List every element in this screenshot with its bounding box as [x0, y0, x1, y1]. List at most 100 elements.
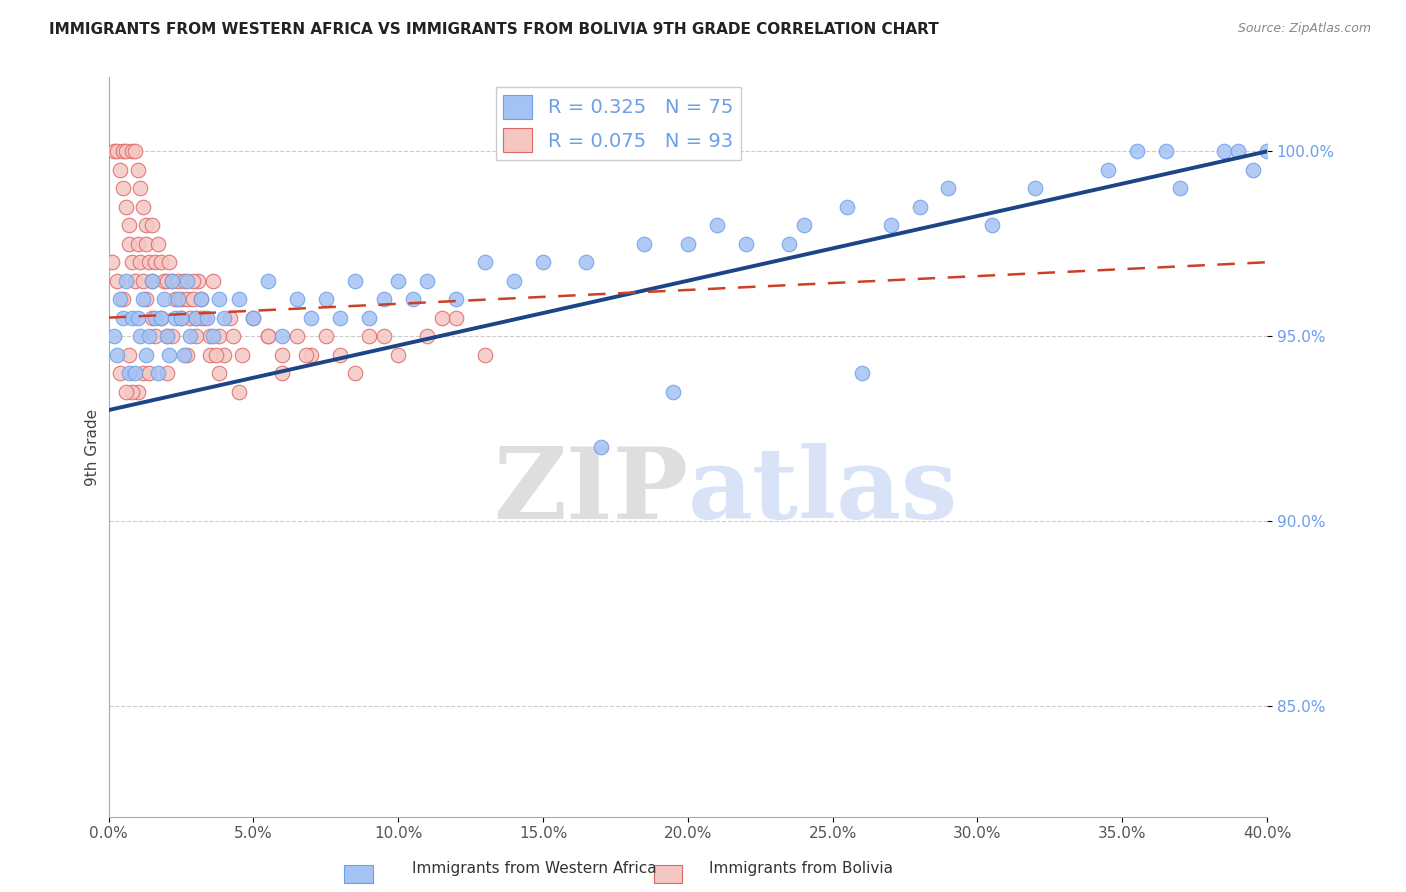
- Point: [837, 200, 859, 214]
- Point: [938, 181, 960, 195]
- Point: [132, 274, 155, 288]
- Point: [242, 310, 264, 325]
- Point: [734, 236, 756, 251]
- Point: [257, 274, 280, 288]
- Point: [173, 348, 195, 362]
- Point: [143, 255, 166, 269]
- Point: [402, 292, 425, 306]
- Point: [387, 348, 409, 362]
- Point: [214, 348, 236, 362]
- Point: [176, 292, 198, 306]
- Point: [198, 348, 221, 362]
- Point: [257, 329, 280, 343]
- Point: [110, 366, 132, 380]
- Point: [190, 292, 212, 306]
- Point: [793, 219, 815, 233]
- Point: [193, 310, 215, 325]
- Point: [575, 255, 598, 269]
- Point: [143, 310, 166, 325]
- Point: [359, 310, 381, 325]
- Point: [159, 255, 181, 269]
- Point: [118, 348, 141, 362]
- Point: [271, 329, 294, 343]
- Point: [129, 329, 152, 343]
- Point: [118, 366, 141, 380]
- Point: [149, 255, 172, 269]
- Point: [228, 292, 250, 306]
- Point: [165, 292, 187, 306]
- Point: [387, 274, 409, 288]
- Point: [179, 329, 201, 343]
- Point: [141, 310, 163, 325]
- Point: [165, 310, 187, 325]
- Point: [127, 310, 149, 325]
- Point: [115, 274, 138, 288]
- Point: [105, 145, 128, 159]
- Point: [159, 348, 181, 362]
- Point: [285, 292, 308, 306]
- Point: [299, 310, 322, 325]
- Point: [633, 236, 655, 251]
- Point: [105, 274, 128, 288]
- Point: [444, 310, 467, 325]
- Point: [980, 219, 1002, 233]
- Point: [329, 310, 352, 325]
- Point: [589, 440, 612, 454]
- Point: [152, 292, 174, 306]
- Point: [127, 162, 149, 177]
- Point: [359, 329, 381, 343]
- Point: [195, 310, 218, 325]
- Point: [138, 255, 160, 269]
- Point: [299, 348, 322, 362]
- Point: [135, 348, 157, 362]
- Point: [1154, 145, 1177, 159]
- Point: [115, 145, 138, 159]
- Point: [531, 255, 554, 269]
- Point: [444, 292, 467, 306]
- Point: [141, 219, 163, 233]
- Point: [155, 329, 177, 343]
- Point: [271, 348, 294, 362]
- Point: [242, 310, 264, 325]
- Point: [138, 366, 160, 380]
- Point: [115, 384, 138, 399]
- Point: [155, 274, 177, 288]
- Point: [100, 255, 122, 269]
- Point: [103, 329, 125, 343]
- Point: [184, 310, 207, 325]
- Point: [149, 310, 172, 325]
- Legend: R = 0.325   N = 75, R = 0.075   N = 93: R = 0.325 N = 75, R = 0.075 N = 93: [495, 87, 741, 160]
- Point: [110, 162, 132, 177]
- Point: [121, 384, 143, 399]
- Point: [285, 329, 308, 343]
- Point: [127, 384, 149, 399]
- Point: [112, 310, 135, 325]
- Point: [198, 329, 221, 343]
- Point: [879, 219, 901, 233]
- Point: [271, 366, 294, 380]
- Point: [135, 236, 157, 251]
- Point: [190, 292, 212, 306]
- Point: [1125, 145, 1147, 159]
- Point: [121, 310, 143, 325]
- Point: [201, 274, 224, 288]
- Point: [112, 145, 135, 159]
- Point: [146, 236, 169, 251]
- Point: [343, 366, 366, 380]
- Point: [201, 329, 224, 343]
- Point: [170, 310, 193, 325]
- Point: [138, 329, 160, 343]
- Point: [118, 219, 141, 233]
- Point: [208, 292, 231, 306]
- Point: [851, 366, 873, 380]
- Point: [908, 200, 931, 214]
- Point: [706, 219, 728, 233]
- Point: [105, 348, 128, 362]
- Point: [662, 384, 685, 399]
- Point: [676, 236, 699, 251]
- Point: [132, 292, 155, 306]
- Point: [1024, 181, 1046, 195]
- Point: [155, 329, 177, 343]
- Point: [778, 236, 800, 251]
- Point: [135, 292, 157, 306]
